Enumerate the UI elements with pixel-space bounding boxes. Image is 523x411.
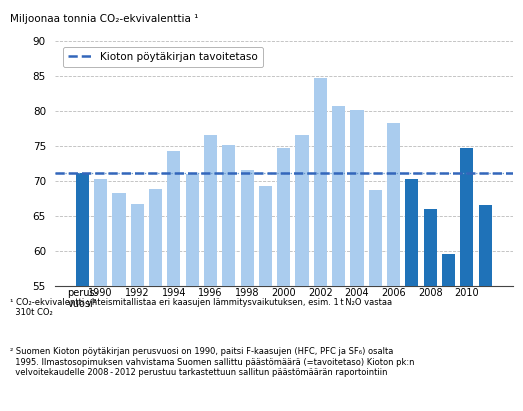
Bar: [204, 136, 217, 411]
Bar: [295, 136, 309, 411]
Bar: [94, 179, 107, 411]
Bar: [186, 174, 199, 411]
Bar: [76, 173, 89, 411]
Bar: [424, 209, 437, 411]
Text: ² Suomen Kioton pöytäkirjan perusvuosi on 1990, paitsi F-kaasujen (HFC, PFC ja S: ² Suomen Kioton pöytäkirjan perusvuosi o…: [10, 347, 415, 377]
Bar: [167, 151, 180, 411]
Bar: [442, 254, 455, 411]
Bar: [405, 180, 418, 411]
Bar: [332, 106, 345, 411]
Bar: [259, 186, 272, 411]
Bar: [479, 205, 492, 411]
Bar: [277, 148, 290, 411]
Bar: [131, 204, 144, 411]
Bar: [222, 145, 235, 411]
Text: Miljoonaa tonnia CO₂-ekvivalenttia ¹: Miljoonaa tonnia CO₂-ekvivalenttia ¹: [10, 14, 199, 24]
Bar: [460, 148, 473, 411]
Bar: [350, 110, 363, 411]
Bar: [387, 123, 400, 411]
Bar: [149, 189, 162, 411]
Text: ¹ CO₂-ekvivalentti yhteismitallistaa eri kaasujen lämmitysvaikutuksen, esim. 1 t: ¹ CO₂-ekvivalentti yhteismitallistaa eri…: [10, 298, 393, 317]
Bar: [112, 194, 126, 411]
Bar: [241, 171, 254, 411]
Legend: Kioton pöytäkirjan tavoitetaso: Kioton pöytäkirjan tavoitetaso: [63, 47, 263, 67]
Bar: [314, 78, 327, 411]
Bar: [369, 190, 382, 411]
